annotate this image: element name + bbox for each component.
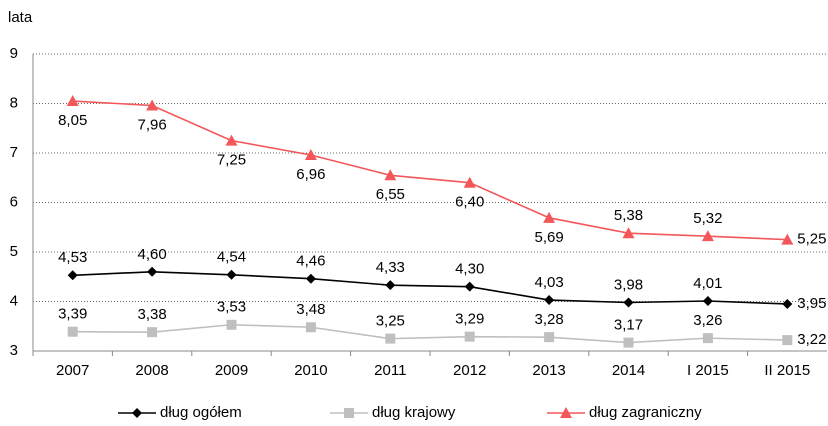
marker xyxy=(702,296,713,307)
x-tick-label: 2010 xyxy=(294,362,327,379)
y-tick-label: 5 xyxy=(10,243,18,260)
data-label: 4,33 xyxy=(376,259,405,276)
marker xyxy=(560,407,572,418)
marker xyxy=(701,230,714,242)
y-tick-label: 4 xyxy=(10,292,18,309)
y-tick-label: 6 xyxy=(10,193,18,210)
marker xyxy=(305,322,316,333)
data-label: 6,55 xyxy=(376,186,405,203)
marker xyxy=(147,327,158,338)
marker xyxy=(67,326,78,337)
data-label: 4,60 xyxy=(137,246,166,263)
legend-label: dług krajowy xyxy=(372,404,456,421)
marker xyxy=(304,148,317,160)
y-axis-label: lata xyxy=(8,9,33,26)
legend-label: dług ogółem xyxy=(160,404,242,421)
marker xyxy=(146,99,159,111)
marker xyxy=(622,227,635,239)
data-label: 3,22 xyxy=(797,331,826,348)
line xyxy=(72,323,788,344)
data-label: 5,38 xyxy=(614,207,643,224)
marker xyxy=(702,333,713,344)
marker xyxy=(147,266,158,277)
marker xyxy=(132,408,142,418)
data-label: 5,69 xyxy=(534,229,563,246)
marker xyxy=(543,211,556,223)
marker xyxy=(782,298,793,309)
data-label: 7,96 xyxy=(137,116,166,133)
x-tick-label: 2007 xyxy=(56,362,89,379)
x-tick-label: II 2015 xyxy=(764,362,810,379)
y-tick-label: 7 xyxy=(10,144,18,161)
data-label: 8,05 xyxy=(58,112,87,129)
marker xyxy=(226,319,237,330)
data-label: 3,28 xyxy=(534,311,563,328)
y-tick-label: 9 xyxy=(10,45,18,62)
marker xyxy=(464,331,475,342)
data-label: 3,17 xyxy=(614,317,643,334)
data-label: 3,98 xyxy=(614,276,643,293)
marker xyxy=(305,273,316,284)
y-tick-label: 3 xyxy=(10,342,18,359)
data-label: 5,25 xyxy=(797,231,826,248)
data-label: 3,48 xyxy=(296,301,325,318)
marker xyxy=(623,297,634,308)
y-tick-label: 8 xyxy=(10,94,18,111)
data-label: 5,32 xyxy=(693,210,722,227)
data-label: 6,96 xyxy=(296,166,325,183)
line xyxy=(72,270,788,305)
marker xyxy=(385,333,396,344)
marker xyxy=(384,169,397,181)
data-label: 3,29 xyxy=(455,311,484,328)
marker xyxy=(544,332,555,343)
marker xyxy=(464,281,475,292)
x-tick-label: 2012 xyxy=(453,362,486,379)
marker xyxy=(463,176,476,188)
marker xyxy=(782,335,793,346)
data-label: 4,54 xyxy=(217,249,246,266)
marker xyxy=(781,233,794,245)
x-tick-label: 2008 xyxy=(135,362,168,379)
x-tick-label: I 2015 xyxy=(687,362,729,379)
marker xyxy=(544,295,555,306)
data-label: 6,40 xyxy=(455,194,484,211)
marker xyxy=(226,269,237,280)
data-label: 3,26 xyxy=(693,312,722,329)
data-label: 3,38 xyxy=(137,306,166,323)
x-tick-label: 2009 xyxy=(215,362,248,379)
marker xyxy=(344,408,354,418)
marker xyxy=(67,270,78,281)
x-tick-label: 2014 xyxy=(612,362,645,379)
line xyxy=(72,100,788,241)
data-label: 3,25 xyxy=(376,313,405,330)
data-label: 3,39 xyxy=(58,306,87,323)
marker xyxy=(66,95,79,107)
data-label: 3,95 xyxy=(797,295,826,312)
data-label: 4,01 xyxy=(693,275,722,292)
legend-label: dług zagraniczny xyxy=(589,404,702,421)
x-tick-label: 2013 xyxy=(532,362,565,379)
data-label: 4,03 xyxy=(534,274,563,291)
data-label: 4,53 xyxy=(58,249,87,266)
marker xyxy=(225,134,238,146)
marker xyxy=(385,280,396,291)
data-label: 3,53 xyxy=(217,299,246,316)
marker xyxy=(623,337,634,348)
data-label: 4,30 xyxy=(455,261,484,278)
data-label: 7,25 xyxy=(217,152,246,169)
data-label: 4,46 xyxy=(296,253,325,270)
x-tick-label: 2011 xyxy=(374,362,406,379)
